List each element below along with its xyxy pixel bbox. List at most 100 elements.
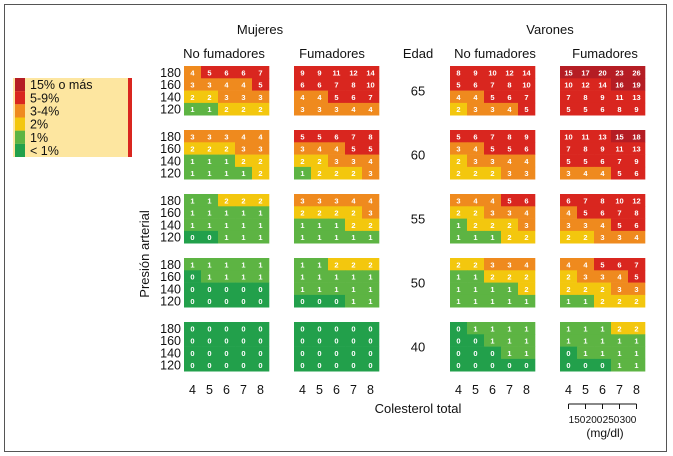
- y-axis-label: Presión arterial: [137, 210, 152, 298]
- risk-cell: [184, 206, 202, 219]
- risk-value: 2: [317, 209, 321, 218]
- risk-cell: [450, 102, 468, 116]
- risk-cell: [362, 102, 380, 116]
- y-tick-label: 160: [160, 334, 181, 348]
- risk-value: 1: [351, 273, 355, 282]
- risk-cell: [594, 258, 612, 271]
- risk-value: 7: [490, 132, 494, 141]
- risk-value: 1: [258, 273, 262, 282]
- risk-cell: [311, 322, 329, 335]
- risk-cell: [484, 334, 502, 347]
- risk-cell: [594, 230, 612, 244]
- risk-value: 0: [241, 297, 245, 306]
- risk-cell: [518, 218, 536, 232]
- risk-value: 2: [351, 169, 355, 178]
- risk-cell: [345, 166, 363, 180]
- risk-cell: [560, 346, 578, 360]
- risk-value: 4: [524, 157, 529, 166]
- risk-value: 1: [617, 349, 621, 358]
- risk-cell: [611, 334, 629, 347]
- risk-value: 5: [368, 145, 372, 154]
- risk-cell: [252, 294, 270, 308]
- risk-value: 2: [507, 233, 511, 242]
- risk-value: 3: [258, 145, 262, 154]
- x-tick-label: 8: [367, 383, 374, 397]
- risk-cell: [611, 166, 629, 180]
- risk-cell: [518, 294, 536, 308]
- risk-cell: [201, 130, 219, 143]
- risk-cell: [484, 258, 502, 271]
- risk-cell: [218, 218, 236, 232]
- risk-value: 11: [616, 93, 624, 102]
- risk-cell: [218, 270, 236, 283]
- risk-value: 1: [224, 273, 228, 282]
- risk-cell: [218, 66, 236, 79]
- risk-cell: [235, 282, 253, 296]
- risk-value: 1: [490, 297, 494, 306]
- risk-value: 1: [368, 233, 372, 242]
- risk-cell: [184, 154, 202, 168]
- risk-value: 5: [583, 157, 587, 166]
- risk-cell: [235, 230, 253, 244]
- y-tick-label: 140: [160, 90, 181, 104]
- risk-cell: [201, 90, 219, 104]
- risk-value: 2: [524, 233, 528, 242]
- risk-value: 10: [564, 132, 572, 141]
- risk-value: 4: [617, 273, 622, 282]
- risk-value: 5: [456, 132, 460, 141]
- risk-cell: [201, 258, 219, 271]
- risk-value: 2: [490, 273, 494, 282]
- risk-value: 2: [300, 209, 304, 218]
- risk-value: 2: [224, 196, 228, 205]
- risk-cell: [577, 142, 595, 155]
- risk-cell: [201, 166, 219, 180]
- risk-cell: [328, 322, 346, 335]
- risk-cell: [467, 166, 485, 180]
- risk-cell: [594, 270, 612, 283]
- y-tick-label: 120: [160, 103, 181, 117]
- risk-value: 2: [190, 93, 194, 102]
- risk-value: 4: [634, 233, 639, 242]
- risk-value: 7: [634, 260, 638, 269]
- risk-cell: [235, 218, 253, 232]
- risk-cell: [467, 230, 485, 244]
- risk-cell: [328, 270, 346, 283]
- risk-value: 3: [190, 132, 194, 141]
- risk-cell: [328, 66, 346, 79]
- risk-value: 0: [258, 285, 262, 294]
- risk-value: 3: [490, 105, 494, 114]
- risk-value: 2: [473, 209, 477, 218]
- risk-value: 14: [598, 81, 607, 90]
- risk-cell: [252, 282, 270, 296]
- risk-cell: [594, 66, 612, 79]
- risk-cell: [311, 358, 329, 372]
- risk-value: 1: [351, 233, 355, 242]
- mgdl-tick-label: 150: [569, 415, 586, 426]
- risk-value: 1: [600, 349, 604, 358]
- risk-value: 1: [583, 324, 587, 333]
- risk-cell: [484, 282, 502, 296]
- risk-cell: [235, 294, 253, 308]
- risk-cell: [450, 294, 468, 308]
- risk-cell: [184, 258, 202, 271]
- risk-value: 3: [507, 169, 511, 178]
- risk-cell: [362, 218, 380, 232]
- risk-value: 0: [456, 324, 460, 333]
- risk-value: 0: [317, 297, 321, 306]
- risk-value: 6: [634, 221, 638, 230]
- risk-value: 1: [490, 233, 494, 242]
- risk-cell: [311, 194, 329, 207]
- risk-value: 7: [258, 68, 262, 77]
- risk-value: 4: [490, 196, 495, 205]
- risk-cell: [311, 130, 329, 143]
- risk-cell: [311, 66, 329, 79]
- x-tick-label: 7: [616, 383, 623, 397]
- risk-value: 5: [258, 81, 262, 90]
- risk-cell: [252, 90, 270, 104]
- risk-cell: [560, 334, 578, 347]
- risk-cell: [294, 66, 312, 79]
- risk-cell: [501, 194, 519, 207]
- risk-value: 5: [507, 145, 511, 154]
- risk-value: 1: [241, 260, 245, 269]
- x-tick-label: 4: [189, 383, 196, 397]
